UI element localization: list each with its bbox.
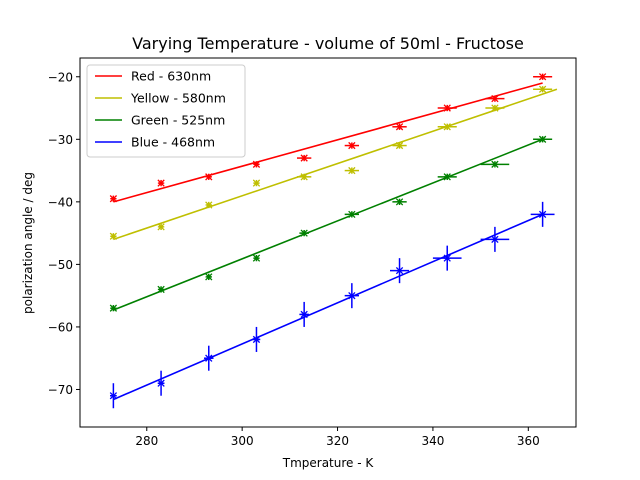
data-point — [491, 94, 499, 103]
series-2 — [109, 135, 553, 312]
legend-label: Blue - 468nm — [131, 135, 215, 150]
data-point — [348, 166, 356, 175]
data-point — [109, 304, 118, 312]
data-point — [443, 254, 451, 262]
data-point — [395, 123, 404, 131]
data-point — [109, 232, 118, 240]
data-point — [205, 173, 213, 181]
data-point — [300, 154, 308, 162]
data-point — [491, 160, 499, 168]
series-fit-line — [113, 82, 543, 203]
data-point — [252, 179, 261, 187]
data-point — [491, 104, 499, 112]
data-point — [443, 123, 451, 131]
data-point — [300, 173, 308, 181]
data-point — [205, 354, 213, 362]
data-point — [538, 210, 547, 219]
series-3 — [109, 201, 555, 409]
data-point — [538, 73, 547, 81]
data-point — [252, 335, 261, 344]
y-axis-label: polarization angle / deg — [21, 172, 35, 314]
y-tick-label: −30 — [48, 133, 73, 147]
y-axis-ticks: −70 −60 −50 −40 −30 −20 — [48, 70, 80, 397]
y-tick-label: −40 — [48, 195, 73, 209]
legend-label: Green - 525nm — [131, 113, 225, 128]
data-point — [348, 292, 356, 300]
data-point — [300, 229, 308, 237]
data-point — [109, 195, 118, 203]
series-fit-line — [113, 138, 543, 311]
y-tick-label: −50 — [48, 258, 73, 272]
data-point — [538, 135, 547, 143]
data-point — [443, 104, 451, 112]
y-tick-label: −20 — [48, 70, 73, 84]
data-point — [395, 198, 404, 206]
data-point — [157, 285, 165, 294]
series-fit-line — [113, 88, 558, 241]
data-point — [348, 141, 356, 150]
data-point — [252, 254, 261, 262]
data-point — [205, 201, 213, 209]
data-point — [395, 141, 404, 150]
y-tick-label: −60 — [48, 320, 73, 334]
legend: Red - 630nm Yellow - 580nm Green - 525nm Bl… — [86, 64, 246, 158]
data-point — [109, 392, 118, 400]
series-0 — [109, 73, 553, 203]
plot-frame — [79, 57, 577, 428]
x-tick-label: 280 — [135, 434, 158, 448]
legend-label: Red - 630nm — [131, 69, 211, 84]
data-point — [157, 223, 165, 231]
x-tick-label: 300 — [231, 434, 254, 448]
data-point — [538, 85, 547, 93]
data-point — [491, 235, 499, 244]
legend-box — [86, 64, 246, 158]
series-1 — [109, 85, 558, 241]
y-tick-label: −70 — [48, 383, 73, 397]
x-tick-label: 340 — [421, 434, 444, 448]
data-point — [157, 379, 165, 387]
x-axis-ticks: 280 300 320 340 360 — [135, 427, 540, 448]
x-tick-label: 320 — [326, 434, 349, 448]
data-point — [205, 273, 213, 281]
data-point — [252, 160, 261, 168]
data-point — [157, 179, 165, 187]
data-point — [443, 173, 451, 181]
data-point — [395, 266, 404, 275]
series-fit-line — [113, 213, 543, 401]
x-axis-label: Tmperature - K — [282, 456, 375, 470]
chart-title: Varying Temperature - volume of 50ml - F… — [132, 34, 524, 53]
x-tick-label: 360 — [517, 434, 540, 448]
data-point — [300, 310, 308, 319]
legend-label: Yellow - 580nm — [130, 91, 226, 106]
plot-area — [109, 73, 558, 409]
data-point — [348, 210, 356, 219]
